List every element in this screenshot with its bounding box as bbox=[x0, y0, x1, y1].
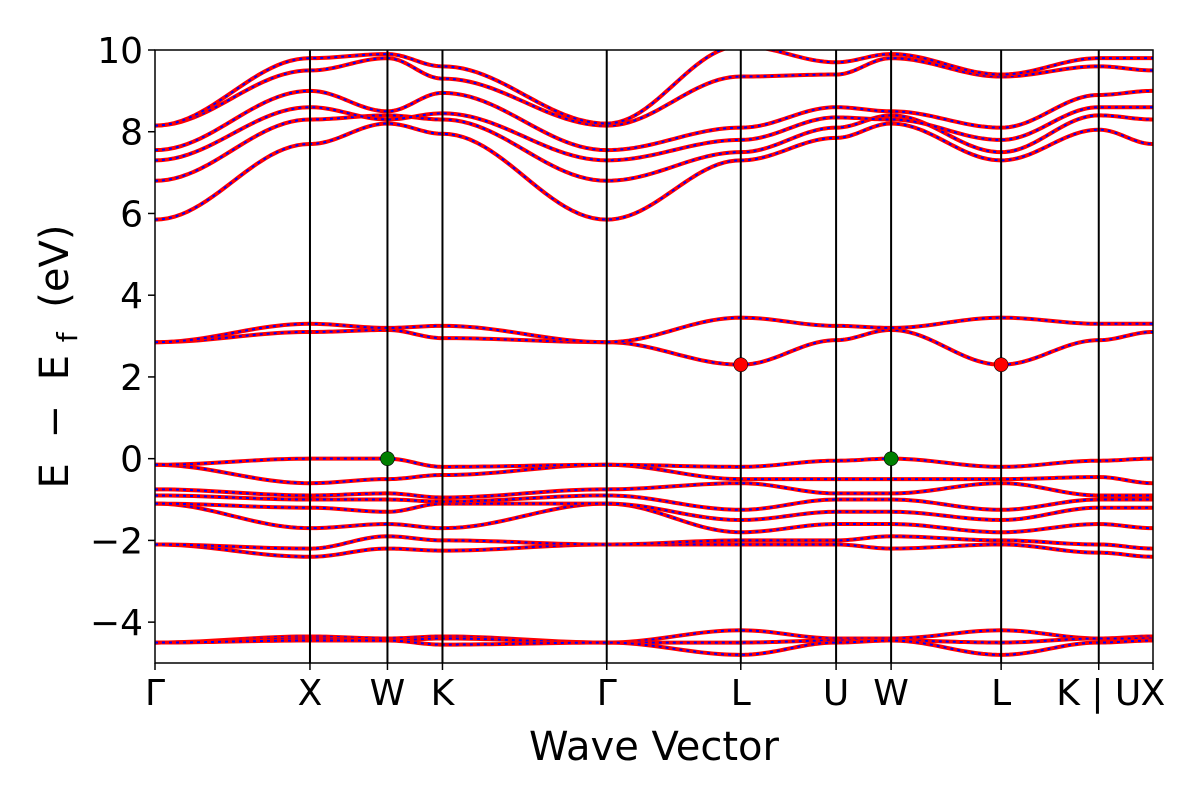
x-tick-label-4: Γ bbox=[597, 673, 617, 714]
band-line-dashed-15 bbox=[155, 106, 1153, 162]
y-axis-label-e: E bbox=[32, 463, 78, 488]
x-tick-label-9: K | U bbox=[1056, 673, 1141, 714]
high-symmetry-lines bbox=[308, 50, 1100, 663]
extrema-markers bbox=[380, 357, 1009, 466]
y-tick-label-4: 4 bbox=[120, 276, 143, 317]
x-axis-label: Wave Vector bbox=[529, 724, 780, 770]
band-line-dashed-12 bbox=[155, 316, 1153, 344]
y-tick-label-0: −4 bbox=[90, 603, 143, 644]
y-tick-label-1: −2 bbox=[90, 521, 143, 562]
x-tick-label-7: W bbox=[873, 673, 909, 714]
x-tick-label-6: U bbox=[823, 673, 849, 714]
band-line-dashed-18 bbox=[155, 50, 1153, 127]
band-line-14 bbox=[155, 113, 1153, 183]
cbm-marker-3 bbox=[993, 357, 1009, 372]
x-tick-label-5: L bbox=[731, 673, 751, 714]
x-tick-label-2: W bbox=[370, 673, 406, 714]
y-axis-label-unit: (eV) bbox=[32, 225, 78, 308]
band-line-dashed-8 bbox=[155, 482, 1153, 499]
y-tick-label-7: 10 bbox=[97, 31, 143, 72]
x-tick-label-10: X bbox=[1141, 673, 1166, 714]
band-line-dashed-16 bbox=[155, 89, 1153, 152]
band-line-dashed-17 bbox=[155, 57, 1153, 127]
y-axis-label-sub: f bbox=[51, 331, 84, 342]
cbm-marker-2 bbox=[733, 357, 749, 372]
x-tick-label-0: Γ bbox=[145, 673, 165, 714]
y-axis-label-ef: E bbox=[32, 355, 78, 380]
x-tick-label-3: K bbox=[431, 673, 456, 714]
x-tick-label-1: X bbox=[298, 673, 323, 714]
band-line-4 bbox=[155, 534, 1153, 551]
band-line-3 bbox=[155, 542, 1153, 559]
y-tick-label-6: 8 bbox=[120, 113, 143, 154]
y-tick-label-5: 6 bbox=[120, 194, 143, 235]
vbm-marker-1 bbox=[883, 451, 899, 466]
y-tick-label-2: 0 bbox=[120, 440, 143, 481]
y-tick-label-3: 2 bbox=[120, 358, 143, 399]
vbm-marker-0 bbox=[380, 451, 395, 466]
y-axis-label-minus: − bbox=[32, 405, 78, 439]
y-axis-label: E − E f (eV) bbox=[32, 225, 87, 489]
x-tick-label-8: L bbox=[991, 673, 1011, 714]
band-line-12 bbox=[155, 315, 1153, 345]
y-ticks: −4 −2 0 2 4 6 8 10 bbox=[90, 31, 155, 644]
band-lines bbox=[155, 50, 1153, 657]
plot-frame bbox=[154, 49, 1154, 664]
